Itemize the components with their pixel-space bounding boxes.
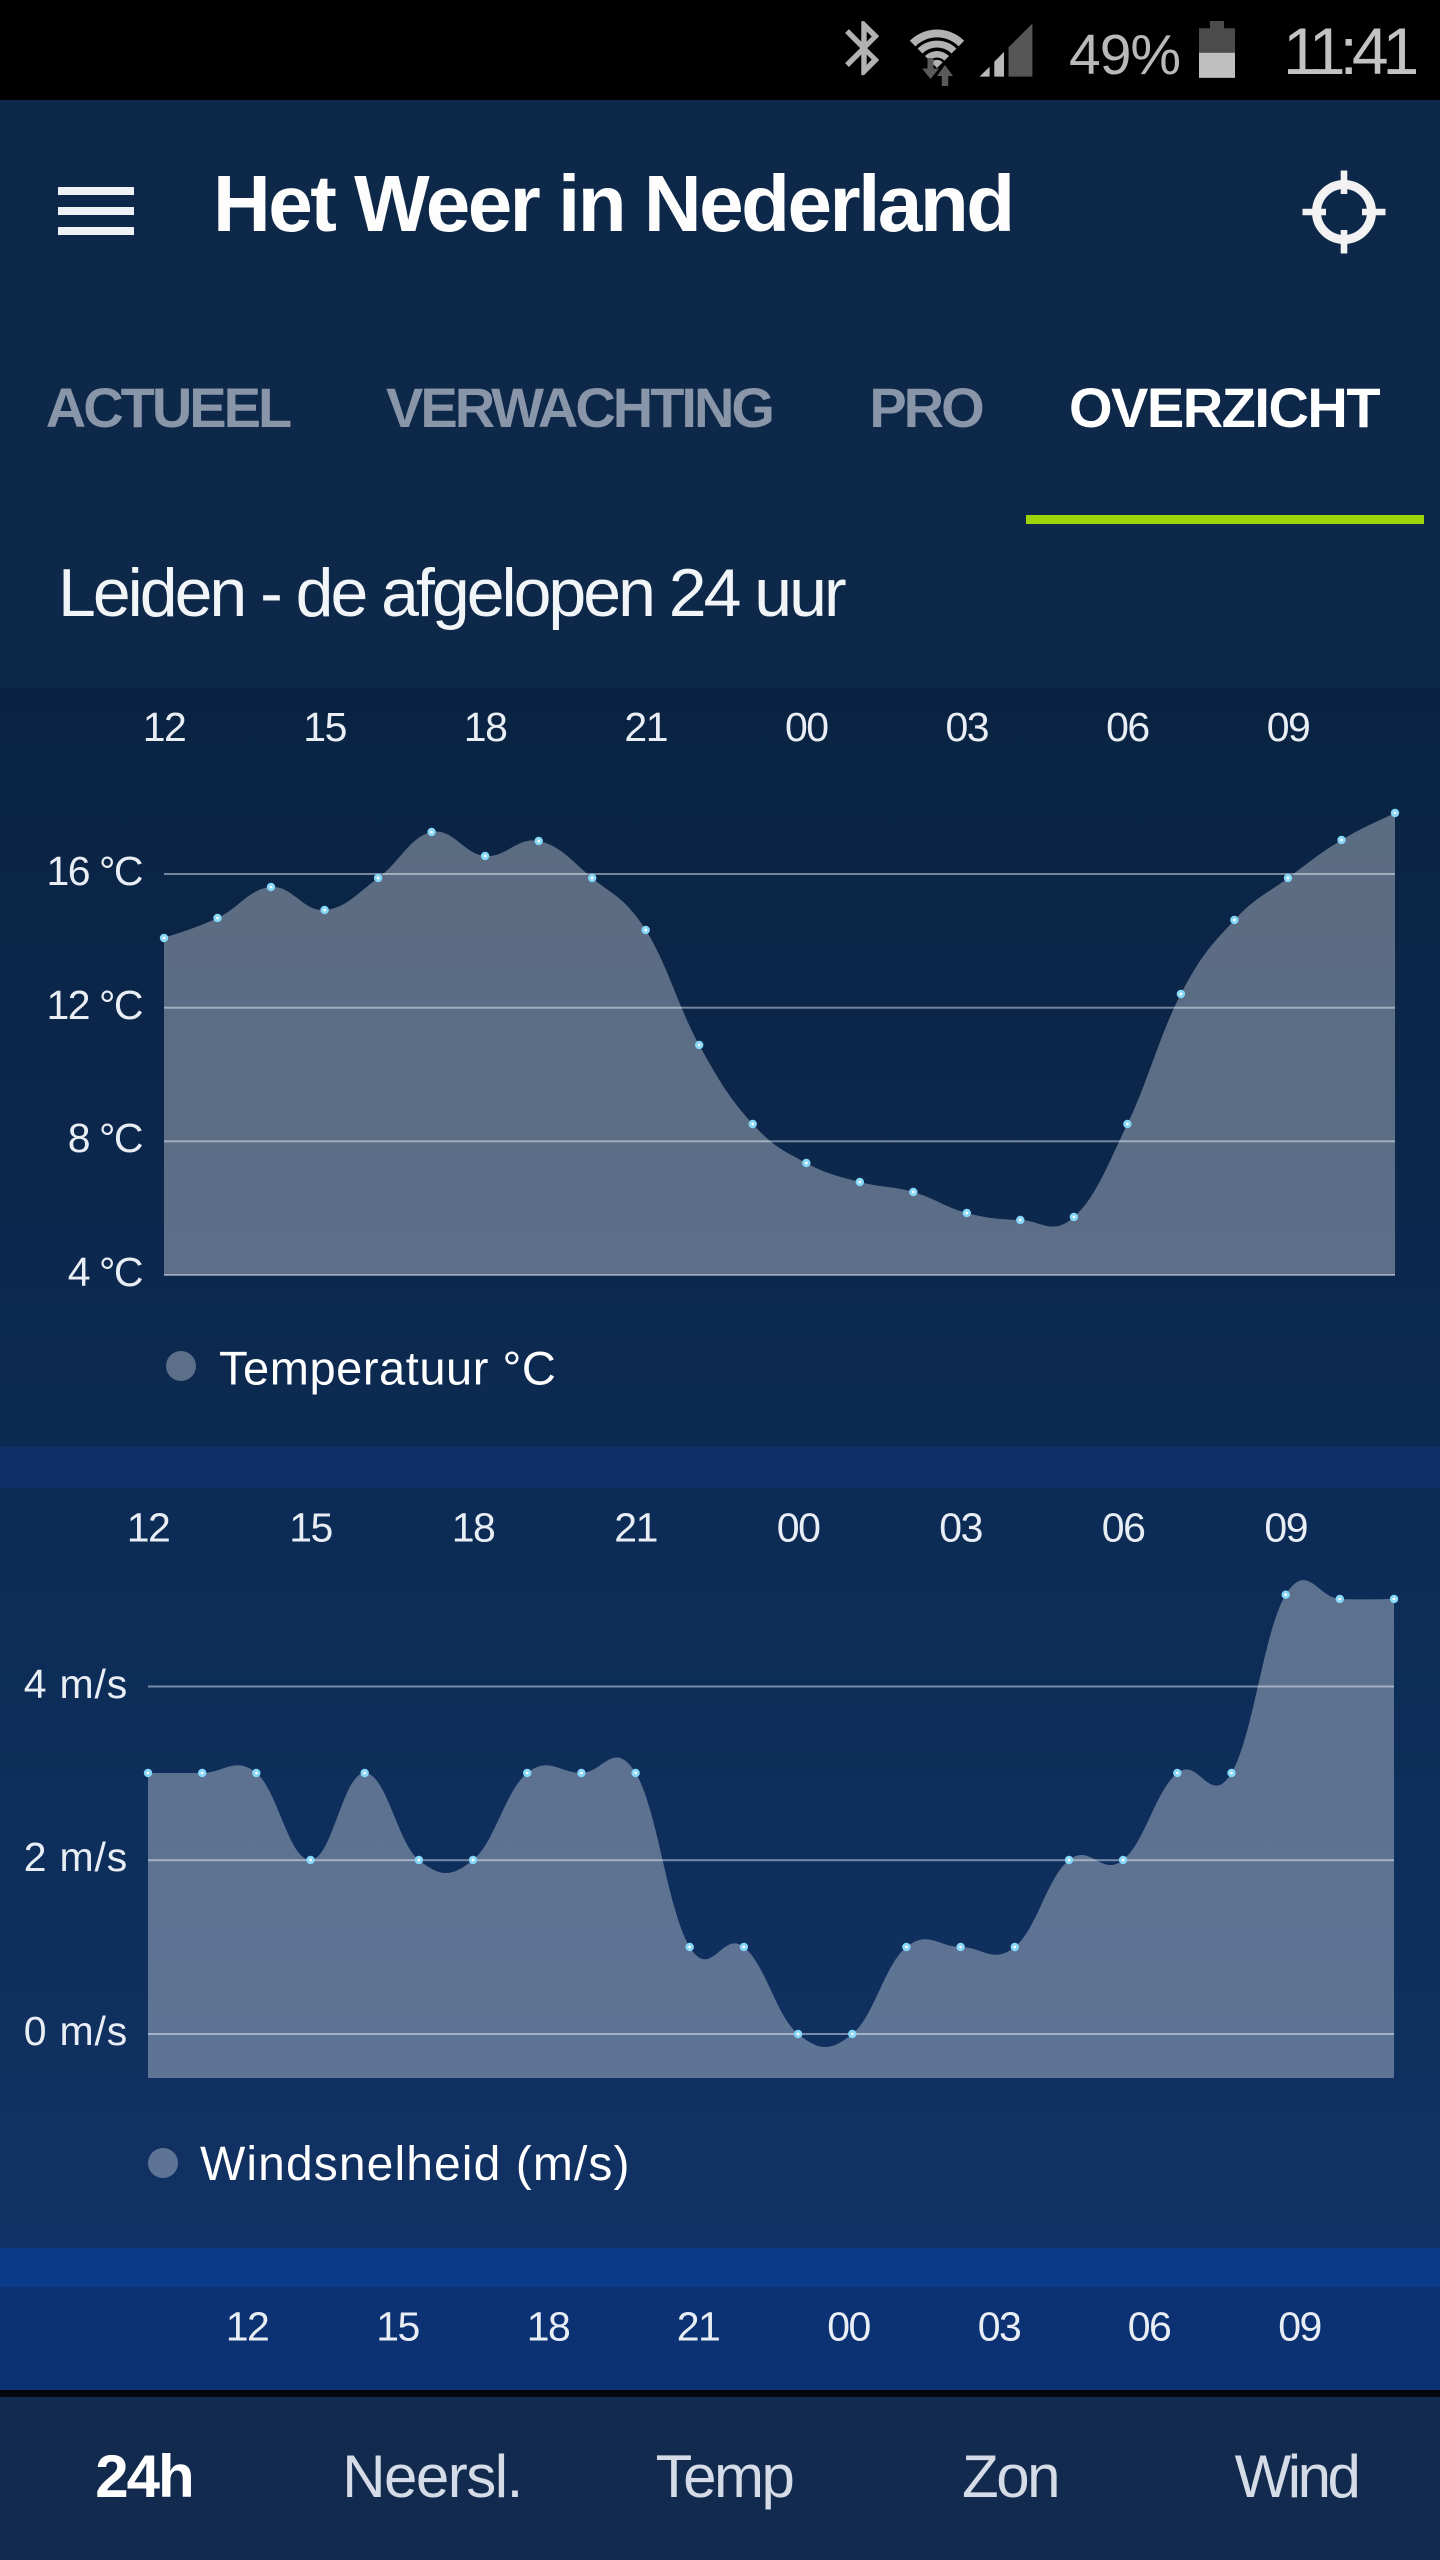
svg-text:4 m/s: 4 m/s: [24, 1661, 128, 1707]
svg-text:12: 12: [127, 1505, 170, 1551]
svg-text:18: 18: [452, 1505, 495, 1551]
svg-text:21: 21: [614, 1505, 657, 1551]
svg-text:03: 03: [945, 704, 988, 750]
svg-text:21: 21: [677, 2304, 720, 2350]
svg-text:12 °C: 12 °C: [46, 982, 142, 1028]
svg-text:Temperatuur °C: Temperatuur °C: [219, 1342, 556, 1395]
svg-text:15: 15: [303, 704, 346, 750]
svg-text:18: 18: [464, 704, 507, 750]
svg-text:03: 03: [939, 1505, 982, 1551]
svg-text:00: 00: [785, 704, 828, 750]
svg-text:21: 21: [624, 704, 667, 750]
svg-text:06: 06: [1106, 704, 1149, 750]
svg-text:09: 09: [1264, 1505, 1307, 1551]
svg-text:Windsnelheid (m/s): Windsnelheid (m/s): [200, 2138, 631, 2191]
svg-text:00: 00: [827, 2304, 870, 2350]
svg-text:15: 15: [289, 1505, 332, 1551]
svg-text:03: 03: [978, 2304, 1021, 2350]
svg-text:12: 12: [143, 704, 186, 750]
svg-text:09: 09: [1278, 2304, 1321, 2350]
svg-text:15: 15: [376, 2304, 419, 2350]
svg-text:49%: 49%: [1069, 23, 1180, 87]
svg-text:06: 06: [1102, 1505, 1145, 1551]
svg-text:11:41: 11:41: [1283, 14, 1417, 88]
svg-text:18: 18: [527, 2304, 570, 2350]
svg-text:09: 09: [1267, 704, 1310, 750]
svg-text:12: 12: [226, 2304, 269, 2350]
svg-text:00: 00: [777, 1505, 820, 1551]
svg-text:0 m/s: 0 m/s: [24, 2008, 128, 2054]
svg-text:4 °C: 4 °C: [68, 1249, 143, 1295]
svg-text:8 °C: 8 °C: [68, 1115, 143, 1161]
svg-text:06: 06: [1128, 2304, 1171, 2350]
svg-text:16 °C: 16 °C: [46, 848, 142, 894]
svg-text:2 m/s: 2 m/s: [24, 1834, 128, 1880]
